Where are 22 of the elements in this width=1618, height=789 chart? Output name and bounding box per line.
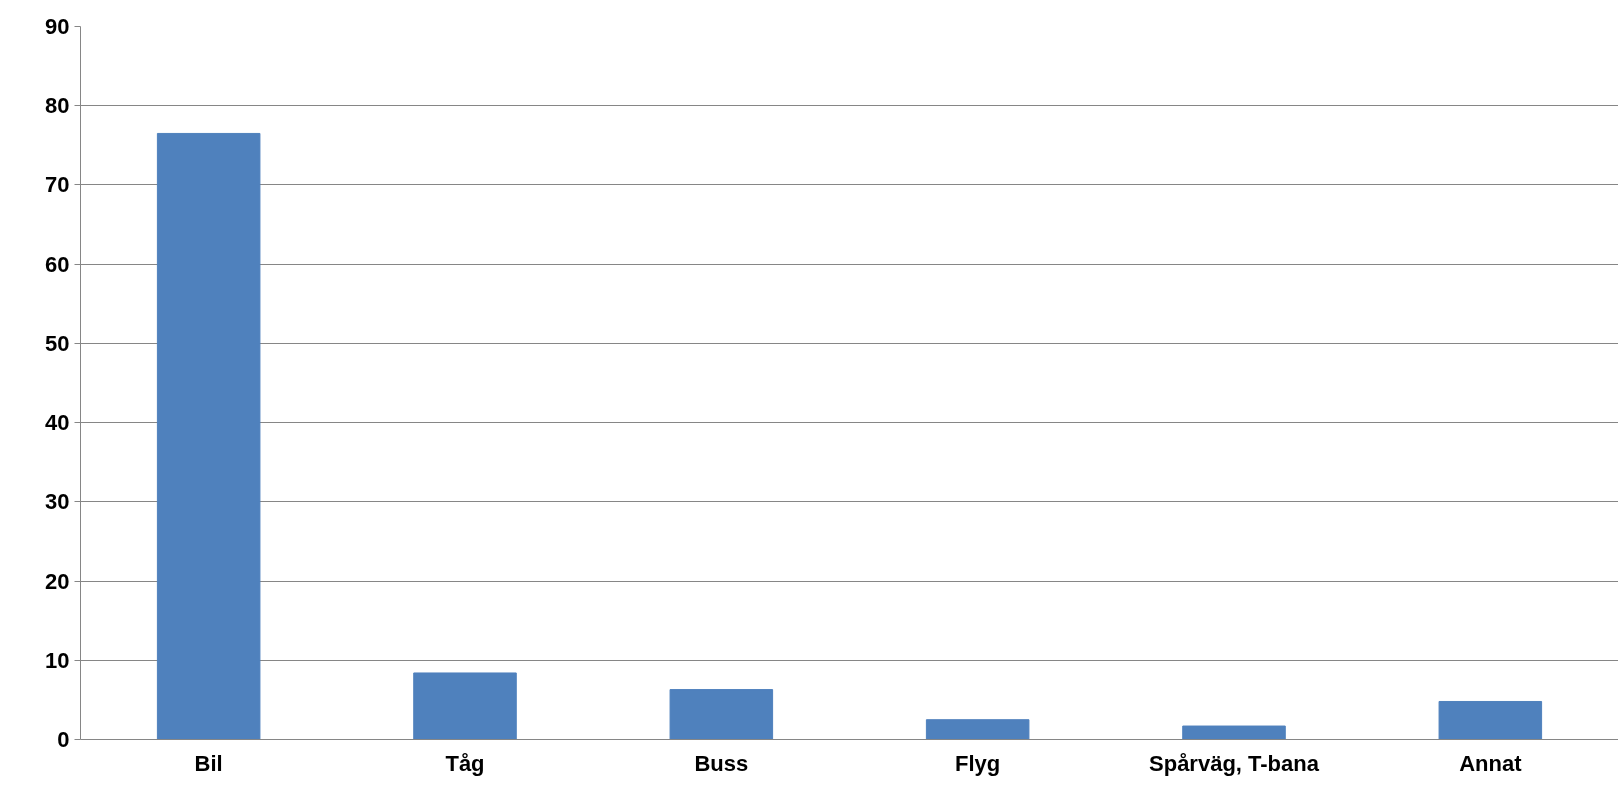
x-tick-label: Annat <box>1459 750 1523 776</box>
y-tick-label: 80 <box>45 93 70 119</box>
x-tick-label: Tåg <box>445 750 485 776</box>
y-tick-label: 90 <box>45 14 70 39</box>
x-tick-label: Flyg <box>955 750 1001 776</box>
bar <box>413 672 517 740</box>
bar <box>1438 700 1543 740</box>
y-tick-label: 0 <box>57 727 70 752</box>
y-tick-label: 20 <box>45 568 70 594</box>
bar <box>156 132 261 740</box>
bar <box>925 719 1030 740</box>
y-tick-label: 40 <box>45 410 70 436</box>
y-tick-label: 10 <box>45 647 70 673</box>
bar <box>1182 725 1286 740</box>
y-tick-label: 70 <box>45 172 70 198</box>
x-tick-label: Buss <box>694 750 749 776</box>
x-tick-label: Spårväg, T-bana <box>1149 750 1320 776</box>
y-tick-label: 50 <box>45 330 70 356</box>
y-tick-label: 30 <box>45 489 70 515</box>
bar <box>669 689 774 740</box>
y-tick-label: 60 <box>45 251 70 277</box>
x-tick-label: Bil <box>194 750 223 776</box>
